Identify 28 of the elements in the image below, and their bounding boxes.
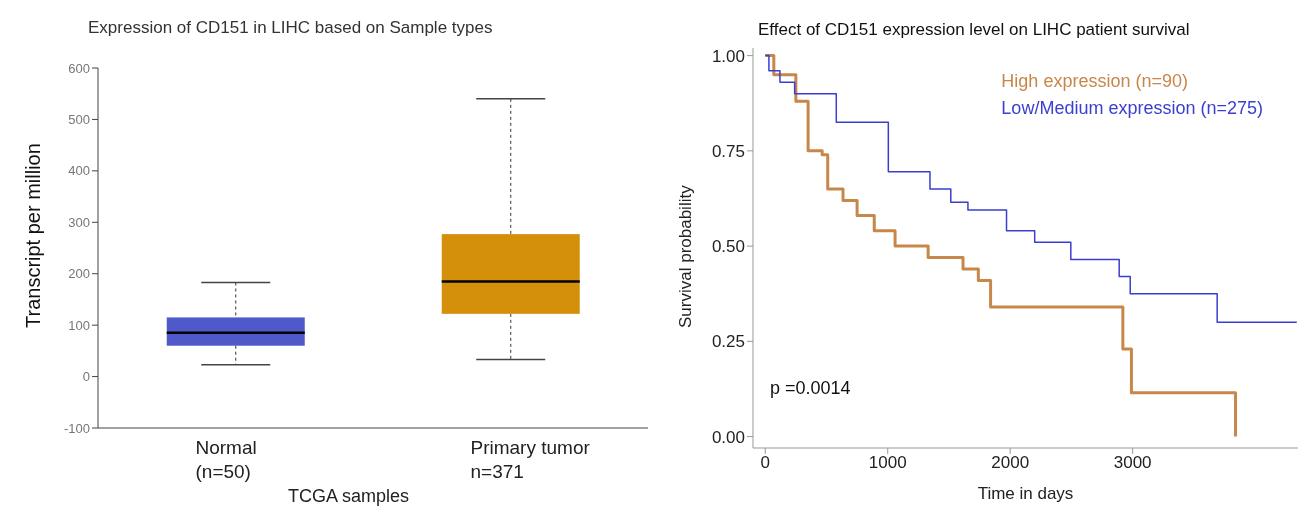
y-tick-label: 1.00 [711,46,745,66]
y-tick-label: 500 [68,112,90,128]
x-tick-label: Primary tumor n=371 [470,437,591,482]
x-axis-title: Time in days [977,484,1074,503]
y-axis-title: Survival probability [676,184,696,328]
y-tick-label: 100 [68,317,90,333]
x-tick-label: 2000 [991,453,1030,473]
y-tick-label: 0.50 [711,237,745,257]
y-tick-label: 0.25 [711,332,745,352]
y-tick-label: -100 [63,420,90,436]
x-tick-label: 1000 [868,453,907,473]
y-tick-label: 0 [82,369,90,385]
y-tick-label: 600 [68,60,90,76]
y-tick-label: 0.75 [711,141,745,161]
x-tick-label: 3000 [1113,453,1152,473]
x-tick-label: 0 [760,453,770,473]
annotation: p =0.0014 [770,378,851,399]
y-tick-label: 300 [68,214,90,230]
text: High expression (n=90) [1001,70,1189,93]
y-tick-label: 0.00 [711,427,745,447]
x-tick-label: Normal (n=50) [195,437,257,482]
y-tick-label: 200 [68,266,90,282]
y-axis-title: Transcript per million [22,143,45,328]
x-axis-title: TCGA samples [288,486,410,507]
chart-title: Expression of CD151 in LIHC based on Sample types [88,18,493,38]
text: Low/Medium expression (n=275) [1001,97,1263,120]
chart-title: Effect of CD151 expression level on LIHC patient survival [758,20,1190,40]
y-tick-label: 400 [68,163,90,179]
